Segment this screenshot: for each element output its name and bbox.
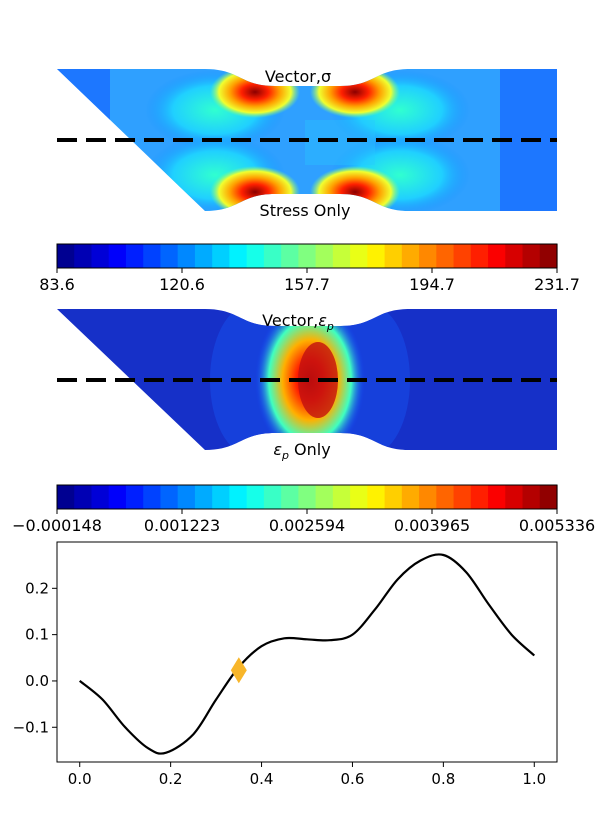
colorbar-segment: [488, 485, 506, 509]
colorbar-segment: [108, 244, 127, 268]
colorbar-segment: [212, 244, 231, 268]
colorbar-segment: [298, 485, 317, 509]
colorbar-segment: [539, 244, 558, 268]
colorbar-tick-label: 0.001223: [144, 516, 220, 535]
colorbar-segment: [74, 485, 93, 509]
colorbar-segment: [539, 485, 558, 509]
colorbar-segment: [419, 485, 437, 509]
colorbar-segment: [263, 485, 282, 509]
x-axis-ticks: 0.0 0.2 0.4 0.6 0.8 1.0: [68, 762, 546, 788]
colorbar-segment: [194, 485, 213, 509]
series-line: [79, 553, 536, 755]
plot1-top-label: Vector,σ: [265, 67, 331, 86]
stress-field-plot: Vector,σ Stress Only: [57, 67, 557, 220]
colorbar-segment: [332, 485, 351, 509]
y-tick-label: 0.0: [25, 672, 49, 690]
colorbar-segment: [315, 485, 334, 509]
colorbar-segment: [505, 244, 524, 268]
colorbar-segment: [315, 244, 334, 268]
colorbar-segment: [125, 485, 144, 509]
colorbar-segment: [332, 244, 351, 268]
highlight-marker: [230, 657, 247, 684]
colorbar-segment: [505, 485, 524, 509]
colorbar-tick-label: 83.6: [39, 275, 75, 294]
colorbar-segment: [453, 485, 472, 509]
colorbar-segment: [143, 244, 162, 268]
stress-colorbar: 83.6 120.6 157.7 194.7 231.7: [39, 243, 580, 294]
line-chart: −0.1 0.0 0.1 0.2 0.0 0.2 0.4 0.6 0.8 1.0: [13, 541, 558, 788]
colorbar-segment: [522, 485, 541, 509]
x-tick-label: 0.2: [159, 770, 183, 788]
x-tick-label: 0.0: [68, 770, 92, 788]
colorbar-segment: [246, 244, 265, 268]
colorbar-segment: [194, 244, 213, 268]
colorbar-segment: [263, 244, 282, 268]
y-axis-ticks: −0.1 0.0 0.1 0.2: [13, 579, 57, 736]
colorbar-segment: [91, 485, 110, 509]
colorbar-tick-label: 157.7: [284, 275, 330, 294]
x-tick-label: 0.4: [250, 770, 274, 788]
colorbar-segment: [229, 244, 248, 268]
colorbar-segment: [143, 485, 162, 509]
colorbar-segment: [125, 244, 144, 268]
colorbar-segment: [419, 244, 437, 268]
colorbar-segment: [246, 485, 265, 509]
x-tick-label: 1.0: [522, 770, 546, 788]
y-tick-label: −0.1: [13, 718, 49, 736]
colorbar-segment: [436, 244, 455, 268]
stress-field-zone: [305, 120, 375, 165]
colorbar-segment: [350, 485, 368, 509]
strain-colorbar: −0.000148 0.001223 0.002594 0.003965 0.00533…: [12, 484, 595, 535]
colorbar-tick-label: 0.003965: [394, 516, 470, 535]
colorbar-segment: [401, 244, 420, 268]
colorbar-segment: [108, 485, 127, 509]
colorbar-segment: [436, 485, 455, 509]
plot1-bottom-label: Stress Only: [260, 201, 351, 220]
colorbar-segment: [160, 485, 179, 509]
y-tick-label: 0.2: [25, 579, 49, 597]
colorbar-tick-label: 0.005336: [519, 516, 595, 535]
colorbar-segment: [281, 485, 299, 509]
colorbar-tick-label: 0.002594: [269, 516, 345, 535]
colorbar-segment: [488, 244, 506, 268]
colorbar-segment: [367, 485, 386, 509]
colorbar-segment: [453, 244, 472, 268]
colorbar-tick-label: 120.6: [159, 275, 205, 294]
colorbar-segment: [350, 244, 368, 268]
x-tick-label: 0.6: [341, 770, 365, 788]
colorbar-segment: [229, 485, 248, 509]
colorbar-segment: [298, 244, 317, 268]
colorbar-segment: [177, 485, 196, 509]
colorbar-segment: [367, 244, 386, 268]
plot-frame: [56, 541, 558, 763]
colorbar-segment: [470, 244, 489, 268]
colorbar-segment: [74, 244, 93, 268]
colorbar-segment: [160, 244, 179, 268]
strain-field-plot: Vector,εp εp Only: [57, 309, 557, 462]
colorbar-segment: [384, 244, 403, 268]
colorbar-tick-label: −0.000148: [12, 516, 102, 535]
colorbar-segment: [522, 244, 541, 268]
plot2-top-label: Vector,εp: [262, 311, 334, 333]
colorbar-segment: [57, 244, 75, 268]
y-tick-label: 0.1: [25, 626, 49, 644]
colorbar-segment: [91, 244, 110, 268]
colorbar-tick-label: 194.7: [409, 275, 455, 294]
colorbar-segment: [177, 244, 196, 268]
colorbar-segment: [401, 485, 420, 509]
colorbar-segment: [470, 485, 489, 509]
colorbar-segment: [57, 485, 75, 509]
x-tick-label: 0.8: [431, 770, 455, 788]
colorbar-segment: [212, 485, 231, 509]
colorbar-tick-label: 231.7: [534, 275, 580, 294]
colorbar-segment: [384, 485, 403, 509]
plot2-bottom-label: εp Only: [273, 440, 330, 462]
colorbar-segment: [281, 244, 299, 268]
